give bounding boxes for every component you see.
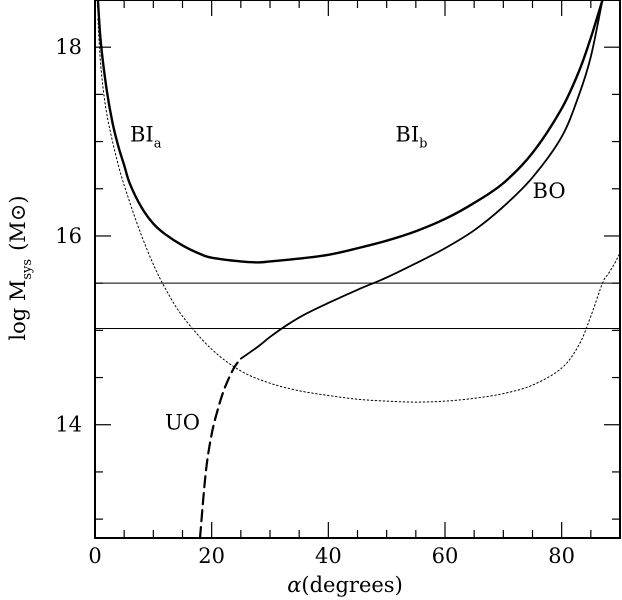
series-line-dashed — [198, 357, 242, 540]
annotation-bib: BIb — [395, 123, 427, 152]
annotations: BIa BIb BO UO — [130, 123, 566, 435]
plot-frame — [94, 0, 621, 539]
y-tick-label: 14 — [55, 413, 82, 437]
axis-ticks — [94, 0, 621, 538]
y-tick-label: 18 — [55, 35, 82, 59]
x-tick-label: 60 — [432, 544, 459, 568]
annotation-uo: UO — [165, 410, 200, 434]
y-tick-label: 16 — [55, 224, 82, 248]
x-tick-label: 0 — [88, 544, 101, 568]
tick-labels: 0 20 40 60 80 14 16 18 — [55, 35, 575, 568]
x-tick-label: 80 — [548, 544, 575, 568]
x-tick-label: 40 — [315, 544, 342, 568]
annotation-bia: BIa — [130, 123, 162, 152]
series-line-dotted — [97, 18, 621, 403]
plot-marks — [95, 0, 621, 540]
x-tick-label: 20 — [198, 544, 225, 568]
annotation-bo: BO — [533, 179, 566, 203]
x-axis-label: α(degrees) — [287, 573, 403, 597]
series-line-solid — [239, 0, 604, 360]
series-line-thick — [96, 0, 604, 264]
y-axis-label: log Msys(M⊙) — [6, 195, 35, 340]
